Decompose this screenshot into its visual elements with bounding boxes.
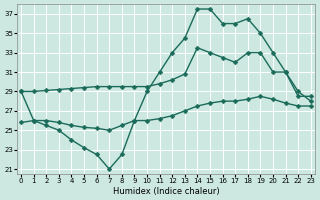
X-axis label: Humidex (Indice chaleur): Humidex (Indice chaleur): [113, 187, 219, 196]
